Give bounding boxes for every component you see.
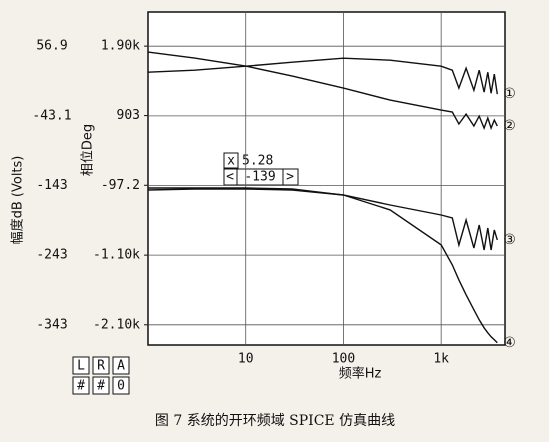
cursor-box: x 5.28 < -139 > — [223, 152, 299, 186]
key-label: # — [77, 379, 85, 394]
series-line — [148, 187, 498, 344]
key-box — [72, 356, 90, 375]
key-label: A — [117, 359, 125, 374]
y2-tick-label: -97.2 — [101, 178, 140, 193]
y2-tick-label: 903 — [117, 108, 140, 123]
cursor-left: < — [226, 170, 234, 185]
x-tick-label: 10 — [238, 352, 254, 367]
key-box — [112, 356, 130, 375]
series-label: ③ — [503, 232, 516, 248]
y-tick-label: -43.1 — [32, 108, 71, 123]
y2-tick-label: -1.10k — [93, 248, 140, 263]
key-box — [92, 376, 110, 395]
y2-tick-label: 1.90k — [101, 39, 140, 54]
key-box — [112, 376, 130, 395]
series-label: ② — [503, 118, 516, 134]
x-tick-label: 1k — [433, 352, 449, 367]
series-label: ① — [503, 86, 516, 102]
cursor-right: > — [286, 170, 294, 185]
y-tick-label: -243 — [36, 248, 67, 263]
cursor-x-value: 5.28 — [242, 154, 273, 169]
key-label: 0 — [117, 379, 125, 394]
plot-area — [147, 11, 506, 346]
caption: 图 7 系统的开环频域 SPICE 仿真曲线 — [155, 413, 395, 429]
key-box — [92, 356, 110, 375]
key-label: L — [77, 359, 85, 374]
series-line — [147, 188, 498, 251]
y-tick-label: 56.9 — [36, 39, 67, 54]
key-label: # — [97, 379, 105, 394]
x-axis-title: 频率Hz — [339, 366, 382, 382]
key-label: R — [97, 359, 105, 374]
cursor-x-key: x — [227, 154, 235, 169]
y-axis-title: 幅度dB (Volts) — [10, 156, 26, 245]
y-tick-label: -143 — [36, 178, 67, 193]
cursor-y-value: -139 — [244, 170, 275, 185]
series-label: ④ — [503, 335, 516, 351]
cursor-key-box — [223, 152, 239, 169]
series-line — [147, 51, 498, 131]
x-tick-label: 100 — [332, 352, 355, 367]
y-tick-label: -343 — [36, 317, 67, 332]
key-box — [72, 376, 90, 395]
y2-axis-title: 相位Deg — [81, 124, 96, 176]
y2-tick-label: -2.10k — [93, 317, 140, 332]
cursor-value-box — [223, 168, 299, 186]
key-panel: L R A # #0 — [72, 356, 130, 395]
series-line — [147, 57, 498, 95]
